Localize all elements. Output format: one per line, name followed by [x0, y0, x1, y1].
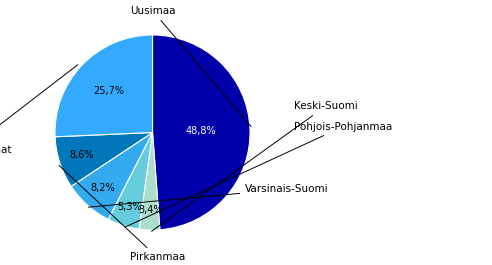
Wedge shape: [108, 132, 153, 229]
Text: 5,3%: 5,3%: [117, 202, 141, 212]
Text: Uusimaa: Uusimaa: [130, 6, 251, 127]
Text: Muut maakunnat: Muut maakunnat: [0, 65, 78, 155]
Text: 3,4%: 3,4%: [138, 205, 162, 215]
Text: Keski-Suomi: Keski-Suomi: [152, 101, 358, 231]
Text: 48,8%: 48,8%: [186, 126, 216, 136]
Wedge shape: [55, 35, 153, 137]
Text: Pirkanmaa: Pirkanmaa: [59, 165, 185, 262]
Text: 8,2%: 8,2%: [91, 183, 116, 193]
Text: Varsinais-Suomi: Varsinais-Suomi: [89, 184, 329, 207]
Text: 8,6%: 8,6%: [70, 151, 94, 160]
Wedge shape: [55, 132, 153, 186]
Wedge shape: [139, 132, 160, 230]
Wedge shape: [71, 132, 153, 219]
Wedge shape: [153, 35, 250, 230]
Text: 25,7%: 25,7%: [93, 86, 124, 96]
Text: Pohjois-Pohjanmaa: Pohjois-Pohjanmaa: [125, 122, 392, 227]
